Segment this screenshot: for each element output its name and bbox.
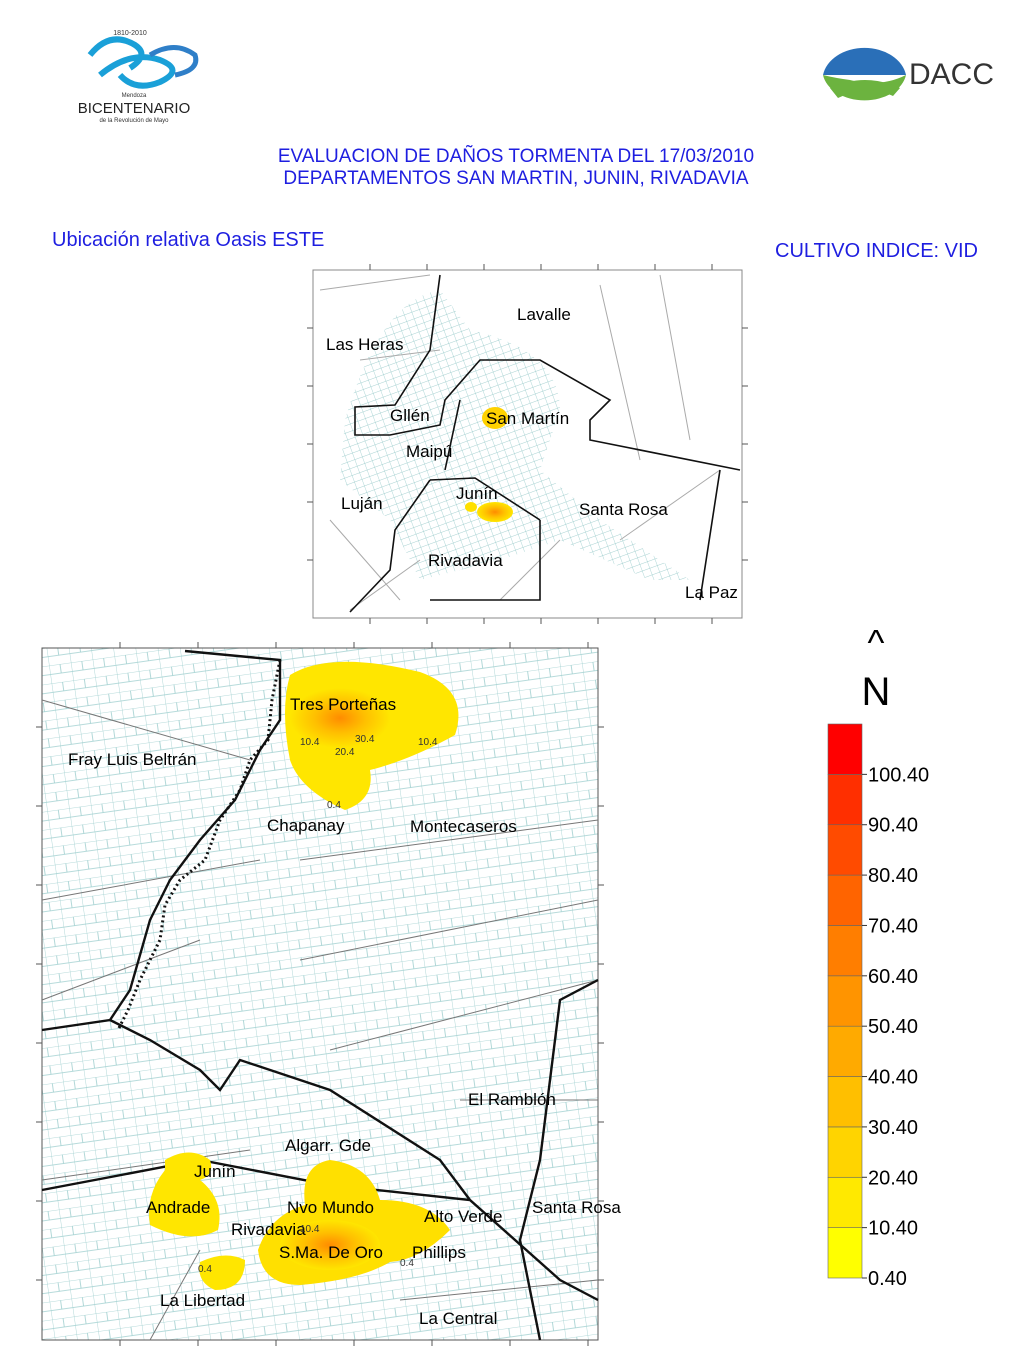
map-label: S.Ma. De Oro <box>279 1243 383 1262</box>
map-label: Andrade <box>146 1198 210 1217</box>
title-line: DEPARTAMENTOS SAN MARTIN, JUNIN, RIVADAV… <box>283 168 749 189</box>
map-label: La Central <box>419 1309 497 1328</box>
inset-label: Maipú <box>406 442 452 461</box>
map-label: Algarr. Gde <box>285 1136 371 1155</box>
contour-label: 0.4 <box>198 1264 212 1275</box>
map-label: Nvo Mundo <box>287 1198 374 1217</box>
legend-label: 60.40 <box>868 966 918 988</box>
legend-band <box>827 1227 863 1279</box>
contour-label: 10.4 <box>418 737 438 748</box>
map-label: Rivadavia <box>231 1220 306 1239</box>
legend-band <box>827 1076 863 1128</box>
legend-label: 100.40 <box>868 764 929 786</box>
legend-band <box>827 1025 863 1077</box>
legend-label: 50.40 <box>868 1016 918 1038</box>
map-label: Tres Porteñas <box>290 695 396 714</box>
legend-band <box>827 774 863 826</box>
title-line: EVALUACION DE DAÑOS TORMENTA DEL 17/03/2… <box>278 145 754 167</box>
contour-label: 30.4 <box>355 734 375 745</box>
logo-subtitle: de la Revolución de Mayo <box>99 118 169 124</box>
inset-label: San Martín <box>486 409 569 428</box>
legend-band <box>827 975 863 1027</box>
legend: 0.40 10.40 20.40 30.40 40.40 50.40 60.40 70.40 8… <box>827 723 929 1290</box>
north-letter: N <box>862 670 891 714</box>
legend-label: 20.40 <box>868 1167 918 1189</box>
contour-label: 10.4 <box>300 737 320 748</box>
map-label: Fray Luis Beltrán <box>68 750 197 769</box>
dacc-logo: DACC <box>823 47 994 101</box>
legend-label: 70.40 <box>868 915 918 937</box>
north-arrow: ^ <box>868 622 885 663</box>
map-label: Phillips <box>412 1243 466 1262</box>
legend-band <box>827 1126 863 1178</box>
inset-label: La Paz <box>685 583 738 602</box>
inset-label: Junín <box>456 484 498 503</box>
crop-label: CULTIVO INDICE: VID <box>775 240 978 262</box>
map-label: Junín <box>194 1162 236 1181</box>
legend-label: 80.40 <box>868 865 918 887</box>
inset-label: Rivadavia <box>428 551 503 570</box>
map-label: Alto Verde <box>424 1207 502 1226</box>
inset-label: Luján <box>341 494 383 513</box>
inset-label: Lavalle <box>517 305 571 324</box>
inset-label: Gllén <box>390 406 430 425</box>
contour-label: 10.4 <box>300 1224 320 1235</box>
legend-label: 10.40 <box>868 1218 918 1240</box>
map-label: La Libertad <box>160 1291 245 1310</box>
inset-label: Santa Rosa <box>579 500 668 519</box>
contour-label: 0.4 <box>400 1258 414 1269</box>
inset-label: Las Heras <box>326 335 403 354</box>
map-label: Santa Rosa <box>532 1198 621 1217</box>
legend-band <box>827 1176 863 1228</box>
legend-label: 90.40 <box>868 815 918 837</box>
main-map: Tres Porteñas Fray Luis Beltrán Chapanay… <box>41 647 621 1341</box>
inset-caption: Ubicación relativa Oasis ESTE <box>52 229 324 251</box>
map-label: Chapanay <box>267 816 345 835</box>
logo-province: Mendoza <box>122 93 147 99</box>
legend-label: 40.40 <box>868 1067 918 1089</box>
legend-band <box>827 824 863 876</box>
bicentenario-logo: 1810-2010 Mendoza BICENTENARIO de la Rev… <box>78 30 199 124</box>
contour-label: 20.4 <box>335 747 355 758</box>
logo-years: 1810-2010 <box>113 30 147 37</box>
logo-name: BICENTENARIO <box>78 100 191 117</box>
legend-band <box>827 925 863 977</box>
inset-map: Lavalle Las Heras Gllén San Martín Maipú… <box>312 269 743 619</box>
legend-label: 0.40 <box>868 1268 907 1290</box>
legend-label: 30.40 <box>868 1117 918 1139</box>
map-label: El Ramblón <box>468 1090 556 1109</box>
contour-label: 0.4 <box>327 800 341 811</box>
legend-band <box>827 723 863 775</box>
logo-dacc: DACC <box>909 58 994 91</box>
legend-band <box>827 874 863 926</box>
map-label: Montecaseros <box>410 817 517 836</box>
